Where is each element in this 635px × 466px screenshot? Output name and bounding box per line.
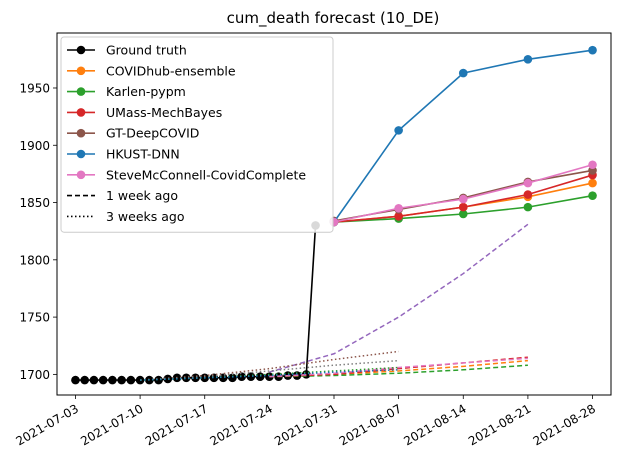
data-point <box>588 191 597 200</box>
data-point <box>237 372 246 381</box>
legend-marker <box>76 108 86 117</box>
legend-item: 1 week ago <box>67 188 178 203</box>
legend-label: 1 week ago <box>106 188 178 203</box>
series-line <box>140 369 399 381</box>
legend-label: UMass-MechBayes <box>106 105 222 120</box>
data-point <box>117 375 126 385</box>
x-tick-label: 2021-07-24 <box>207 401 274 448</box>
data-point <box>80 375 89 385</box>
data-point <box>523 55 533 64</box>
series-7 <box>269 223 529 373</box>
x-tick-label: 2021-08-21 <box>466 401 533 448</box>
series-14 <box>140 366 399 381</box>
data-point <box>394 126 403 135</box>
series-line <box>140 366 399 381</box>
y-tick-label: 1900 <box>19 139 50 153</box>
legend-label: COVIDhub-ensemble <box>106 63 236 78</box>
series-9 <box>269 364 528 378</box>
data-point <box>154 375 163 385</box>
legend-item: SteveMcConnell-CovidComplete <box>67 167 306 182</box>
series-12 <box>140 350 399 381</box>
data-point <box>181 373 191 383</box>
x-tick-label: 2021-07-31 <box>272 401 339 448</box>
legend-label: 3 weeks ago <box>106 209 185 224</box>
data-point <box>71 375 80 385</box>
legend-item: Karlen-pypm <box>67 84 186 99</box>
data-point <box>458 202 468 212</box>
legend-marker <box>76 128 86 138</box>
series-6 <box>329 160 597 227</box>
series-line <box>269 223 529 373</box>
x-tick-label: 2021-08-14 <box>401 401 468 448</box>
legend-item: HKUST-DNN <box>67 147 180 162</box>
data-point <box>126 375 136 385</box>
legend-item: COVIDhub-ensemble <box>67 63 236 78</box>
series-11 <box>269 357 528 378</box>
data-point <box>246 372 256 381</box>
series-line <box>140 350 399 381</box>
legend-item: Ground truth <box>67 43 187 58</box>
legend-label: Karlen-pypm <box>106 84 186 99</box>
legend-marker <box>76 149 86 159</box>
x-tick-label: 2021-08-28 <box>531 401 598 448</box>
data-point <box>394 203 403 213</box>
chart-title: cum_death forecast (10_DE) <box>227 9 440 28</box>
data-point <box>523 178 533 188</box>
series-5 <box>329 45 597 227</box>
data-point <box>108 375 117 385</box>
data-point <box>255 372 265 381</box>
data-point <box>98 375 108 385</box>
series-13 <box>140 359 399 381</box>
legend-item: GT-DeepCOVID <box>67 126 199 141</box>
y-tick-label: 1750 <box>19 311 50 325</box>
legend-item: UMass-MechBayes <box>67 105 222 120</box>
data-point <box>228 373 237 383</box>
data-point <box>458 68 468 78</box>
series-line <box>269 357 528 378</box>
legend-box <box>60 36 334 233</box>
y-tick-label: 1800 <box>19 253 50 267</box>
x-tick-label: 2021-07-10 <box>78 401 145 448</box>
y-tick-label: 1950 <box>19 81 50 95</box>
legend-marker <box>76 66 86 76</box>
data-point <box>458 194 468 204</box>
legend-marker <box>76 87 86 96</box>
x-tick-label: 2021-07-03 <box>14 401 81 448</box>
legend-label: SteveMcConnell-CovidComplete <box>106 167 306 182</box>
legend-item: 3 weeks ago <box>67 209 185 224</box>
data-point <box>523 202 533 212</box>
legend-label: GT-DeepCOVID <box>106 126 199 141</box>
data-point <box>588 160 597 170</box>
series-15 <box>140 369 399 381</box>
y-tick-label: 1700 <box>19 368 50 382</box>
legend-marker <box>76 45 86 55</box>
series-line <box>269 364 528 378</box>
legend-marker <box>76 170 86 180</box>
data-point <box>588 178 597 188</box>
series-line <box>75 225 317 381</box>
legend-label: HKUST-DNN <box>106 147 180 162</box>
data-point <box>89 375 99 385</box>
data-point <box>394 211 403 221</box>
x-tick-label: 2021-08-07 <box>337 401 404 448</box>
legend-label: Ground truth <box>106 43 187 58</box>
data-point <box>265 372 274 381</box>
series-0 <box>71 221 320 385</box>
y-tick-label: 1850 <box>19 196 50 210</box>
data-point <box>523 190 533 199</box>
series-line <box>140 359 399 381</box>
data-point <box>458 209 468 219</box>
data-point <box>163 374 173 384</box>
data-point <box>588 45 597 55</box>
x-tick-label: 2021-07-17 <box>143 401 210 448</box>
